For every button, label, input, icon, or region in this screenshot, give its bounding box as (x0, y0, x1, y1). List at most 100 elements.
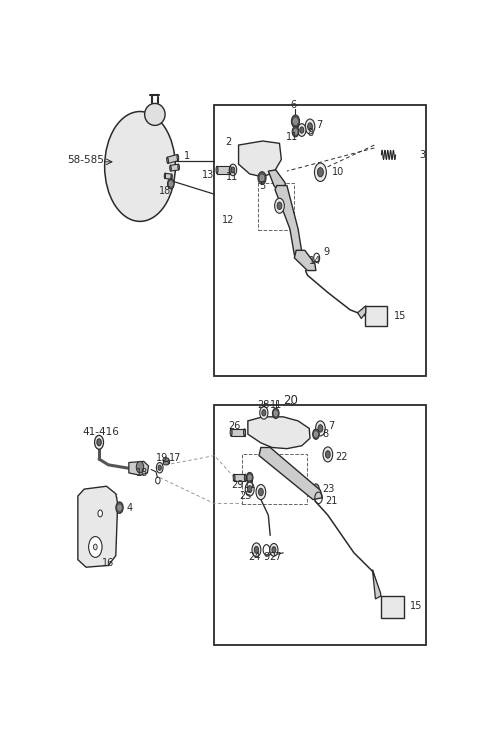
Circle shape (95, 436, 104, 449)
Polygon shape (163, 460, 169, 463)
Polygon shape (239, 141, 281, 176)
Circle shape (273, 409, 279, 418)
Text: 8: 8 (307, 128, 313, 138)
Circle shape (315, 421, 325, 436)
Text: 18: 18 (135, 468, 148, 478)
Circle shape (252, 543, 261, 556)
Circle shape (298, 124, 306, 137)
Text: 11: 11 (286, 132, 298, 142)
Circle shape (258, 488, 264, 496)
Ellipse shape (164, 173, 166, 179)
Polygon shape (259, 448, 322, 499)
Text: 13: 13 (202, 170, 215, 180)
Circle shape (275, 198, 284, 213)
Circle shape (254, 547, 259, 553)
Circle shape (292, 127, 299, 137)
Ellipse shape (167, 157, 168, 164)
Polygon shape (234, 474, 245, 481)
Ellipse shape (177, 155, 179, 161)
Text: 4: 4 (126, 502, 132, 513)
Circle shape (305, 119, 315, 134)
Circle shape (291, 115, 300, 128)
Text: 14: 14 (309, 256, 321, 267)
Circle shape (98, 510, 102, 517)
Text: 23: 23 (322, 484, 335, 494)
Text: 12: 12 (222, 215, 234, 225)
Circle shape (256, 484, 266, 499)
Circle shape (312, 429, 319, 439)
Circle shape (136, 461, 144, 473)
Text: 18: 18 (159, 185, 171, 196)
Circle shape (312, 484, 319, 494)
Circle shape (317, 167, 324, 177)
Text: 3: 3 (420, 150, 425, 160)
Text: 15: 15 (394, 311, 407, 321)
Circle shape (248, 475, 251, 480)
Circle shape (169, 182, 172, 186)
Circle shape (105, 111, 175, 222)
Text: 25: 25 (239, 491, 252, 501)
Circle shape (260, 406, 268, 419)
Text: 26: 26 (228, 421, 241, 430)
Circle shape (94, 544, 97, 550)
Text: 9: 9 (324, 247, 329, 257)
Polygon shape (165, 173, 172, 179)
Circle shape (308, 123, 312, 131)
Text: 10: 10 (332, 167, 344, 177)
Circle shape (156, 463, 163, 473)
Text: 11: 11 (226, 172, 239, 182)
Circle shape (270, 544, 278, 556)
Text: 6: 6 (290, 100, 297, 110)
Ellipse shape (233, 474, 235, 481)
Polygon shape (217, 166, 230, 173)
Circle shape (89, 536, 102, 557)
Text: 27: 27 (269, 553, 282, 562)
Bar (381, 596, 404, 618)
Polygon shape (275, 185, 302, 255)
Ellipse shape (171, 174, 172, 179)
Bar (215, 104, 426, 376)
Bar (242, 454, 307, 504)
Circle shape (314, 432, 317, 436)
Text: 16: 16 (102, 557, 115, 568)
Text: 7: 7 (316, 120, 322, 130)
Text: 11: 11 (270, 400, 282, 410)
Text: 15: 15 (410, 601, 422, 611)
Bar (215, 406, 426, 645)
Text: 29: 29 (231, 479, 243, 490)
Circle shape (246, 472, 253, 483)
Polygon shape (248, 417, 310, 448)
Polygon shape (372, 570, 381, 599)
Bar (258, 182, 294, 230)
Circle shape (248, 486, 252, 493)
Ellipse shape (230, 429, 232, 436)
Ellipse shape (163, 458, 169, 461)
Text: 19: 19 (156, 454, 168, 463)
Ellipse shape (163, 461, 169, 465)
Polygon shape (167, 155, 178, 164)
Polygon shape (358, 306, 366, 318)
Polygon shape (129, 461, 148, 475)
Text: 22: 22 (335, 452, 348, 463)
Text: 5: 5 (259, 180, 265, 191)
Circle shape (118, 505, 121, 510)
Text: 8: 8 (323, 429, 329, 439)
Ellipse shape (216, 166, 218, 173)
Circle shape (229, 164, 237, 176)
Text: 20: 20 (283, 394, 298, 407)
Circle shape (314, 163, 326, 182)
Ellipse shape (244, 474, 246, 481)
Circle shape (318, 424, 323, 432)
Circle shape (245, 482, 254, 496)
Text: 58-585: 58-585 (67, 155, 104, 164)
Bar (365, 306, 387, 326)
Polygon shape (268, 170, 286, 197)
Circle shape (262, 409, 266, 416)
Circle shape (231, 167, 235, 173)
Text: 28: 28 (258, 400, 270, 410)
Circle shape (260, 175, 264, 181)
Circle shape (325, 451, 330, 458)
Circle shape (294, 129, 297, 134)
Text: 41-416: 41-416 (83, 427, 120, 437)
Circle shape (274, 411, 277, 416)
